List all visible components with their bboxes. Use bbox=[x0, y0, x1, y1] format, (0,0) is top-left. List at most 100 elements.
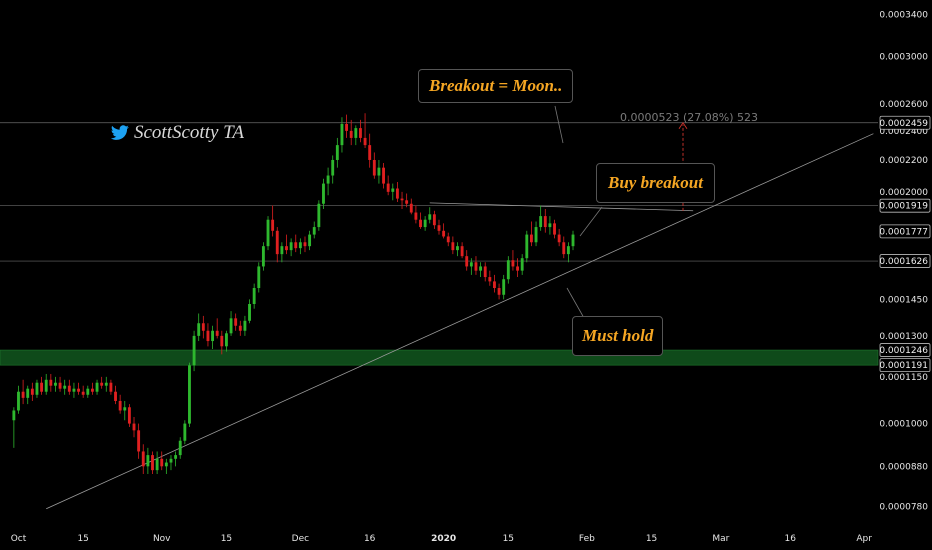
candle bbox=[502, 274, 506, 300]
candle-body bbox=[201, 323, 205, 331]
candle bbox=[252, 283, 256, 309]
candle bbox=[35, 379, 39, 398]
trendline[interactable] bbox=[429, 202, 694, 212]
candle bbox=[63, 379, 67, 395]
price-tag-label[interactable]: 0.0001246 bbox=[879, 343, 931, 357]
candle bbox=[169, 455, 173, 471]
candle-body bbox=[432, 214, 436, 226]
candle bbox=[400, 191, 404, 209]
candle-body bbox=[169, 458, 173, 463]
candle-body bbox=[534, 227, 538, 243]
candle-body bbox=[289, 242, 293, 251]
x-tick-label: 15 bbox=[503, 534, 514, 544]
trendline[interactable] bbox=[46, 133, 874, 510]
price-tag-label[interactable]: 0.0001626 bbox=[879, 254, 931, 268]
candle bbox=[469, 258, 473, 275]
candle-body bbox=[211, 330, 215, 342]
y-tick-label: 0.0002400 bbox=[879, 127, 928, 137]
candle bbox=[183, 420, 187, 445]
candle-body bbox=[414, 212, 418, 220]
candle bbox=[58, 376, 62, 392]
x-tick-label: 16 bbox=[364, 534, 376, 544]
support-zone bbox=[0, 349, 879, 366]
candle-body bbox=[81, 391, 85, 395]
candle bbox=[349, 119, 353, 146]
y-tick-label: 0.0000880 bbox=[879, 462, 928, 472]
candle bbox=[275, 227, 279, 263]
candle-body bbox=[460, 246, 464, 257]
candle bbox=[488, 270, 492, 286]
candle bbox=[90, 382, 94, 395]
candle bbox=[188, 362, 191, 427]
candle bbox=[12, 407, 16, 448]
candle-body bbox=[35, 382, 39, 395]
candle bbox=[192, 330, 196, 372]
candle bbox=[548, 216, 552, 235]
x-tick-label: 2020 bbox=[431, 534, 456, 544]
candle bbox=[141, 444, 145, 475]
candle-body bbox=[183, 423, 187, 441]
candle bbox=[312, 221, 316, 239]
candle-body bbox=[238, 325, 242, 331]
candle-body bbox=[114, 391, 117, 401]
y-tick-label: 0.0003000 bbox=[879, 52, 928, 62]
price-tag-text: 0.0002459 bbox=[879, 119, 928, 129]
candle-body bbox=[497, 288, 501, 295]
candle bbox=[493, 274, 496, 293]
candle bbox=[280, 242, 284, 263]
candle-body bbox=[391, 188, 395, 192]
x-tick-label: Nov bbox=[153, 534, 171, 544]
candle bbox=[479, 262, 483, 278]
candle-body bbox=[192, 335, 196, 366]
candle bbox=[534, 221, 538, 247]
candle bbox=[266, 216, 270, 251]
price-tag-label[interactable]: 0.0002459 bbox=[879, 115, 931, 130]
candle-body bbox=[104, 382, 108, 386]
watermark-text: ScottScotty TA bbox=[134, 122, 244, 143]
callout-must-hold[interactable]: Must hold bbox=[572, 316, 664, 356]
x-tick-label: Oct bbox=[11, 534, 27, 544]
candle-body bbox=[368, 145, 372, 160]
candle-body bbox=[340, 123, 344, 146]
candle bbox=[322, 178, 325, 209]
candle bbox=[17, 385, 20, 414]
price-tag-box bbox=[879, 198, 931, 213]
candle bbox=[132, 416, 136, 438]
candle-body bbox=[405, 200, 409, 204]
price-tag-label[interactable]: 0.0001191 bbox=[879, 358, 931, 373]
callout-pointer bbox=[566, 287, 585, 319]
price-tag-label[interactable]: 0.0001919 bbox=[879, 198, 931, 213]
candle-body bbox=[127, 407, 131, 424]
candle bbox=[86, 385, 90, 398]
candle bbox=[520, 254, 524, 275]
x-tick-label: Feb bbox=[579, 534, 595, 544]
x-tick-label: Apr bbox=[856, 534, 872, 544]
callout-buy-breakout[interactable]: Buy breakout bbox=[596, 163, 715, 203]
candle-body bbox=[49, 379, 53, 386]
candle-body bbox=[275, 230, 279, 255]
callout-breakout-moon[interactable]: Breakout = Moon.. bbox=[418, 69, 574, 103]
candle-body bbox=[40, 382, 44, 392]
candle-body bbox=[197, 323, 201, 336]
candle-body bbox=[474, 262, 478, 271]
candle-body bbox=[506, 260, 510, 280]
candle bbox=[174, 451, 178, 467]
candle bbox=[104, 376, 108, 392]
candle bbox=[442, 223, 446, 239]
candle-body bbox=[349, 130, 353, 138]
candle-body bbox=[54, 382, 57, 386]
candle bbox=[224, 330, 228, 352]
price-tag-label[interactable]: 0.0001777 bbox=[879, 224, 931, 239]
candle-body bbox=[86, 388, 90, 395]
candle-body bbox=[17, 391, 20, 411]
candle-body bbox=[224, 333, 228, 347]
candle bbox=[419, 212, 422, 229]
candle-body bbox=[543, 216, 547, 228]
twitter-bird-icon bbox=[110, 125, 129, 140]
candle bbox=[308, 230, 312, 251]
candle-body bbox=[479, 266, 483, 271]
candle-body bbox=[539, 216, 543, 228]
candle bbox=[211, 325, 215, 349]
candle-body bbox=[446, 236, 450, 243]
